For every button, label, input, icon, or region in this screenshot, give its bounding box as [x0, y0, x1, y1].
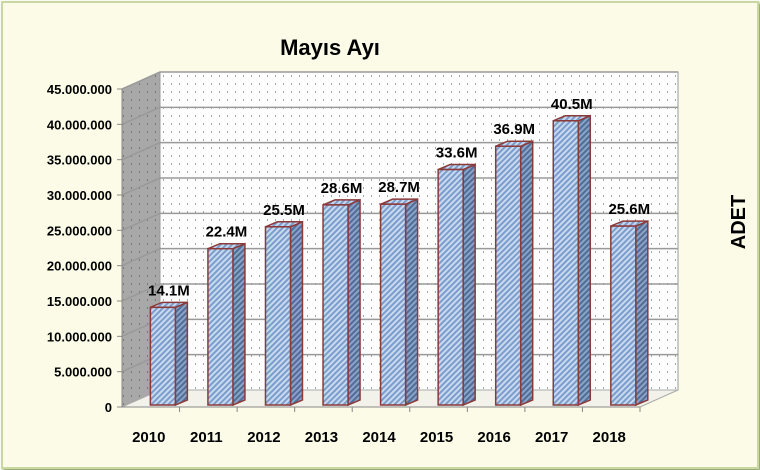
- bar: [379, 203, 407, 406]
- y-tick-label: 30.000.000: [47, 188, 112, 203]
- back-wall: [159, 71, 679, 391]
- y-tick-label: 15.000.000: [47, 294, 112, 309]
- y-tick-label: 35.000.000: [47, 153, 112, 168]
- x-tick-label: 2012: [247, 429, 280, 446]
- bar-side: [404, 198, 419, 407]
- bar: [610, 225, 637, 406]
- x-tick-label: 2013: [305, 429, 338, 446]
- bar-side: [462, 163, 476, 407]
- y-axis-label: ADET: [728, 195, 750, 249]
- y-tick-label: 10.000.000: [47, 329, 112, 344]
- data-label: 14.1M: [148, 282, 190, 299]
- bar: [494, 145, 522, 406]
- x-tick-label: 2011: [190, 429, 223, 446]
- y-tick-label: 20.000.000: [47, 259, 112, 274]
- data-label: 40.5M: [551, 96, 593, 113]
- bar: [552, 120, 580, 406]
- bar-side: [232, 242, 246, 407]
- bar: [264, 226, 292, 406]
- x-tick-label: 2018: [593, 429, 626, 446]
- data-label: 28.6M: [321, 180, 363, 197]
- x-tick-label: 2010: [132, 429, 165, 446]
- bar-side: [577, 114, 592, 407]
- gridline: [121, 71, 678, 90]
- bar-side: [635, 219, 649, 407]
- y-tick-label: 45.000.000: [47, 82, 112, 97]
- y-tick-label: 5.000.000: [54, 365, 112, 380]
- y-tick-label: 40.000.000: [47, 117, 112, 132]
- y-tick-label: 0: [105, 400, 112, 415]
- data-label: 28.7M: [378, 179, 420, 196]
- x-tick-label: 2017: [535, 429, 568, 446]
- y-tick-label: 25.000.000: [47, 223, 112, 238]
- bar-side: [347, 198, 361, 407]
- bar: [207, 247, 234, 406]
- data-label: 25.6M: [608, 201, 650, 218]
- data-label: 25.5M: [263, 202, 305, 219]
- bar: [149, 306, 177, 406]
- bar-side: [519, 140, 534, 407]
- data-label: 22.4M: [206, 224, 248, 241]
- x-tick-label: 2015: [420, 429, 453, 446]
- bar-side: [289, 220, 304, 407]
- data-label: 33.6M: [436, 145, 478, 162]
- bar: [322, 204, 349, 406]
- bar: [437, 168, 464, 406]
- x-tick-label: 2016: [477, 429, 510, 446]
- gridline: [121, 106, 678, 126]
- chart-title: Mayıs Ayı: [280, 35, 380, 60]
- data-label: 36.9M: [493, 121, 535, 138]
- x-tick-label: 2014: [362, 429, 396, 446]
- bar-side: [174, 301, 189, 407]
